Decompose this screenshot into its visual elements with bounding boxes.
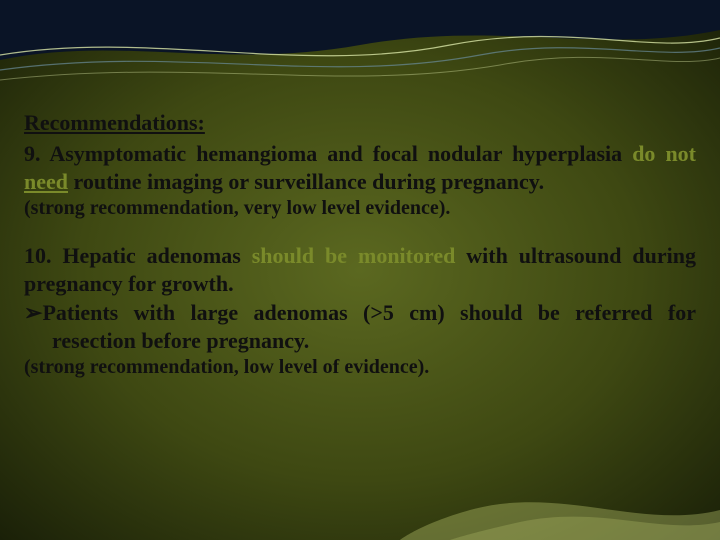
rec-9-pre: Asymptomatic hemangioma and focal nodula… <box>49 141 632 166</box>
rec-10-bullet-text: Patients with large adenomas (>5 cm) sho… <box>42 300 696 353</box>
rec-9-text: 9. Asymptomatic hemangioma and focal nod… <box>24 140 696 195</box>
wave-decoration-top <box>0 0 720 110</box>
heading: Recommendations: <box>24 110 696 136</box>
rec-10-bullet: ➢Patients with large adenomas (>5 cm) sh… <box>24 299 696 354</box>
rec-10-evidence: (strong recommendation, low level of evi… <box>24 356 696 379</box>
bullet-icon: ➢ <box>24 300 42 325</box>
rec-10-highlight: should be monitored <box>252 243 456 268</box>
rec-10-number: 10. <box>24 243 52 268</box>
content-block: Recommendations: 9. Asymptomatic hemangi… <box>24 110 696 379</box>
rec-9-highlight-2: need <box>24 169 68 194</box>
rec-9-number: 9. <box>24 141 41 166</box>
rec-10-pre: Hepatic adenomas <box>62 243 251 268</box>
swoosh-decoration-bottom <box>0 460 720 540</box>
rec-9-highlight-1: do not <box>632 141 696 166</box>
rec-9-post: routine imaging or surveillance during p… <box>68 169 544 194</box>
rec-9-evidence: (strong recommendation, very low level e… <box>24 197 696 220</box>
slide: Recommendations: 9. Asymptomatic hemangi… <box>0 0 720 540</box>
rec-10-text: 10. Hepatic adenomas should be monitored… <box>24 242 696 297</box>
